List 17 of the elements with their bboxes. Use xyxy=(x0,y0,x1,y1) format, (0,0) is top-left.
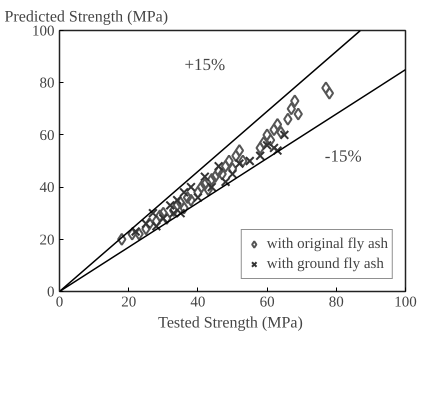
y-axis-title: Predicted Strength (MPa) xyxy=(4,8,168,26)
y-tick-label: 0 xyxy=(47,284,54,300)
x-tick-label: 20 xyxy=(121,294,136,310)
x-axis-title: Tested Strength (MPa) xyxy=(158,314,303,332)
y-tick-label: 80 xyxy=(40,76,54,92)
y-tick-label: 100 xyxy=(32,24,54,40)
x-tick-label: 60 xyxy=(260,294,275,310)
y-tick-label: 40 xyxy=(40,180,54,196)
legend-label: with original fly ash xyxy=(266,235,388,253)
y-tick-label: 20 xyxy=(40,232,54,248)
x-tick-label: 40 xyxy=(190,294,206,310)
annotation: -15% xyxy=(324,146,362,166)
x-tick-label: 100 xyxy=(394,294,417,310)
annotation: +15% xyxy=(184,54,226,74)
y-tick-label: 60 xyxy=(40,128,54,144)
x-tick-label: 80 xyxy=(328,294,344,310)
legend-label: with ground fly ash xyxy=(266,255,384,273)
